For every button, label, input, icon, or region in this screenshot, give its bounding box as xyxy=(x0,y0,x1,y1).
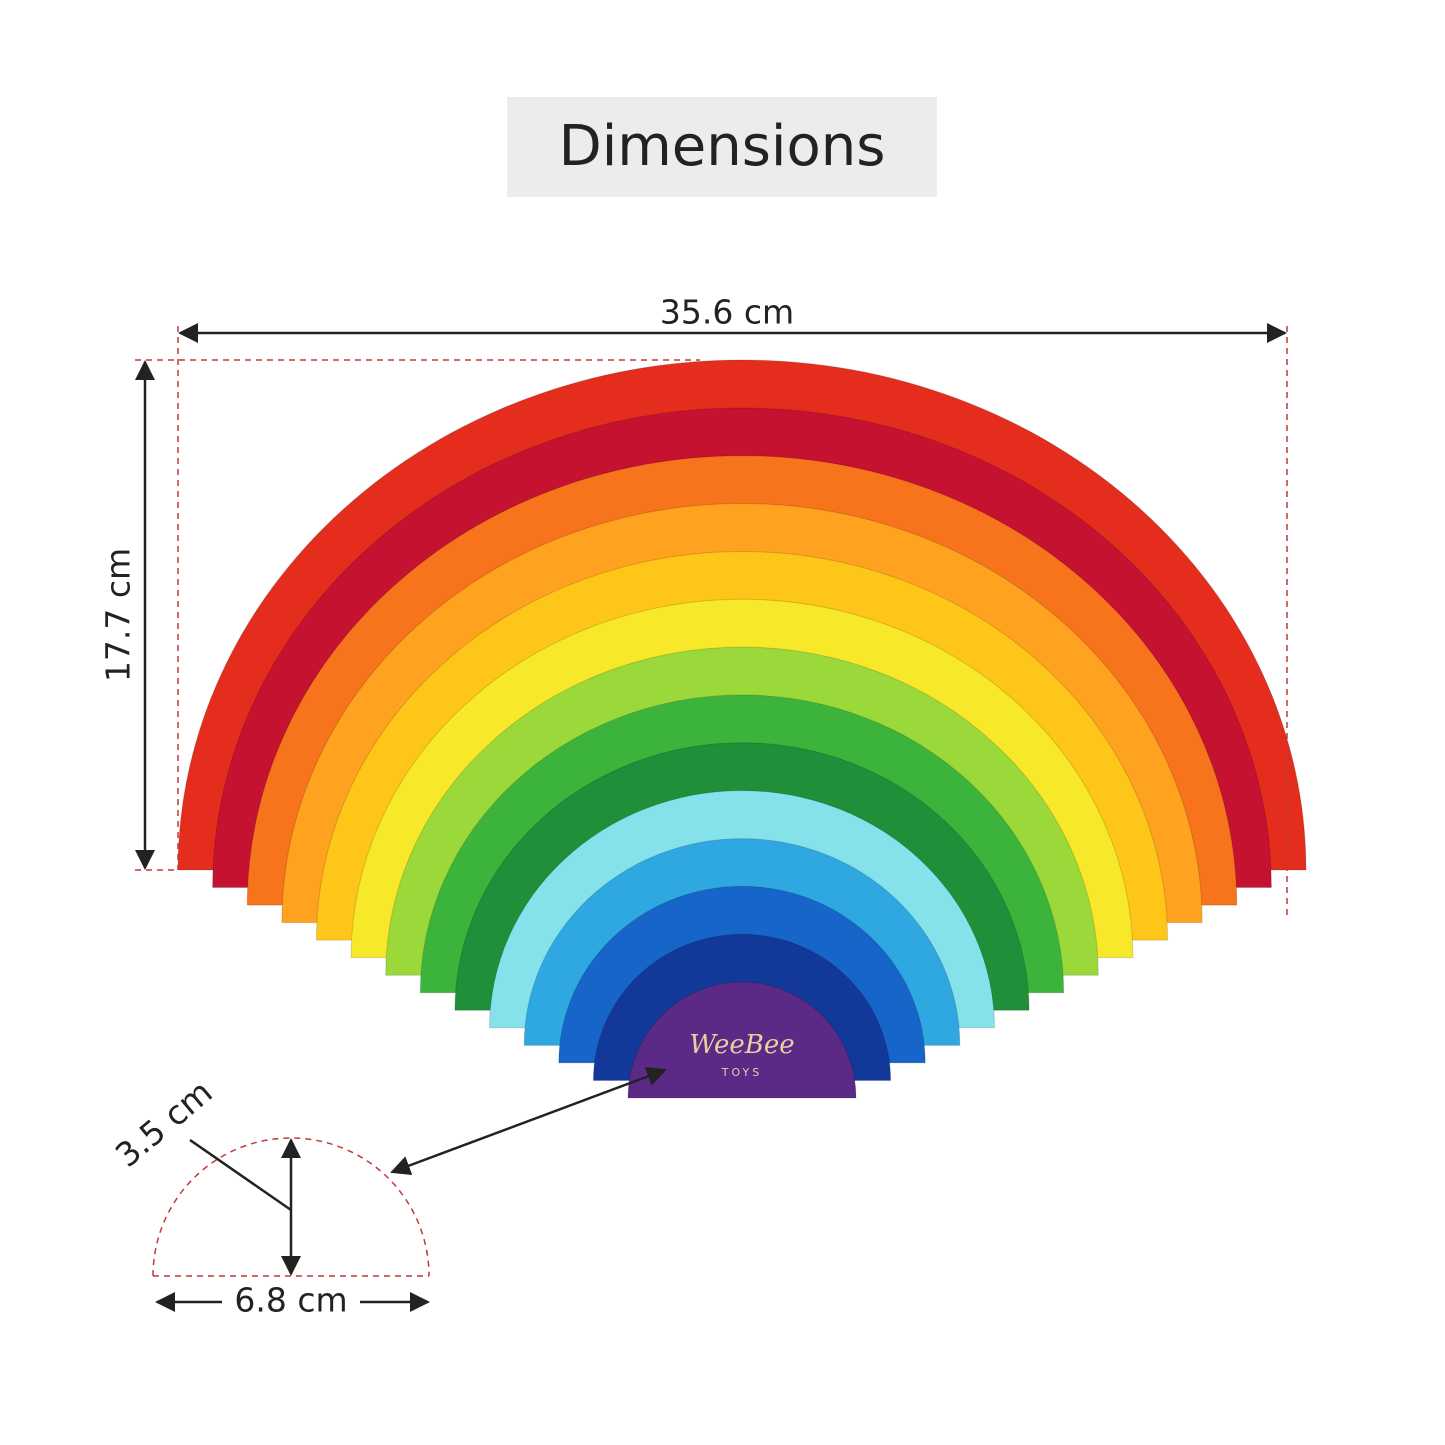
piece-width-label: 6.8 cm xyxy=(234,1281,347,1320)
logo-sub: TOYS xyxy=(721,1066,762,1079)
rainbow-arc xyxy=(627,981,857,1099)
piece-height-label: 3.5 cm xyxy=(108,1072,220,1175)
width-label: 35.6 cm xyxy=(660,293,794,332)
arrows xyxy=(135,323,1287,1312)
title-box xyxy=(507,97,937,197)
title: Dimensions xyxy=(559,114,886,179)
guides xyxy=(135,326,1288,1277)
height-label: 17.7 cm xyxy=(99,548,138,682)
logo-brand: WeeBee xyxy=(689,1030,794,1060)
rainbow xyxy=(177,359,1307,1099)
